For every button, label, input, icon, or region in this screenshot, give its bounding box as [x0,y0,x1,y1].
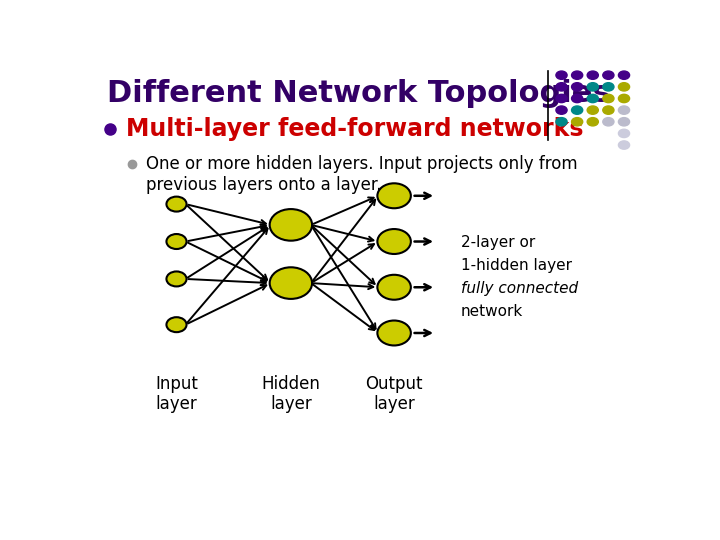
Circle shape [270,267,312,299]
Circle shape [377,275,411,300]
Text: fully connected: fully connected [461,281,578,296]
Circle shape [556,71,567,79]
Text: Output
layer: Output layer [365,375,423,414]
Circle shape [618,129,629,138]
Text: Multi-layer feed-forward networks: Multi-layer feed-forward networks [126,117,584,141]
Circle shape [572,71,582,79]
Text: Input
layer: Input layer [155,375,198,414]
Circle shape [618,141,629,149]
Circle shape [556,106,567,114]
Text: previous layers onto a layer.: previous layers onto a layer. [145,177,382,194]
Circle shape [556,83,567,91]
Circle shape [618,94,629,103]
Circle shape [588,83,598,91]
Text: 1-hidden layer: 1-hidden layer [461,258,572,273]
Circle shape [603,106,614,114]
Circle shape [618,83,629,91]
Circle shape [618,71,629,79]
Circle shape [588,118,598,126]
Circle shape [377,183,411,208]
Circle shape [572,94,582,103]
Circle shape [166,272,186,286]
Circle shape [618,118,629,126]
Circle shape [588,71,598,79]
Circle shape [572,118,582,126]
Text: Hidden
layer: Hidden layer [261,375,320,414]
Circle shape [603,94,614,103]
Circle shape [556,118,567,126]
Text: network: network [461,304,523,319]
Circle shape [270,209,312,241]
Circle shape [166,197,186,212]
Text: 2-layer or: 2-layer or [461,235,535,250]
Circle shape [588,106,598,114]
Circle shape [572,83,582,91]
Circle shape [618,106,629,114]
Circle shape [572,106,582,114]
Circle shape [588,94,598,103]
Circle shape [603,83,614,91]
Text: Different Network Topologies: Different Network Topologies [107,79,611,109]
Circle shape [377,321,411,346]
Circle shape [377,229,411,254]
Circle shape [556,94,567,103]
Circle shape [603,118,614,126]
Circle shape [166,234,186,249]
Circle shape [166,317,186,332]
Text: One or more hidden layers. Input projects only from: One or more hidden layers. Input project… [145,155,577,173]
Circle shape [603,71,614,79]
